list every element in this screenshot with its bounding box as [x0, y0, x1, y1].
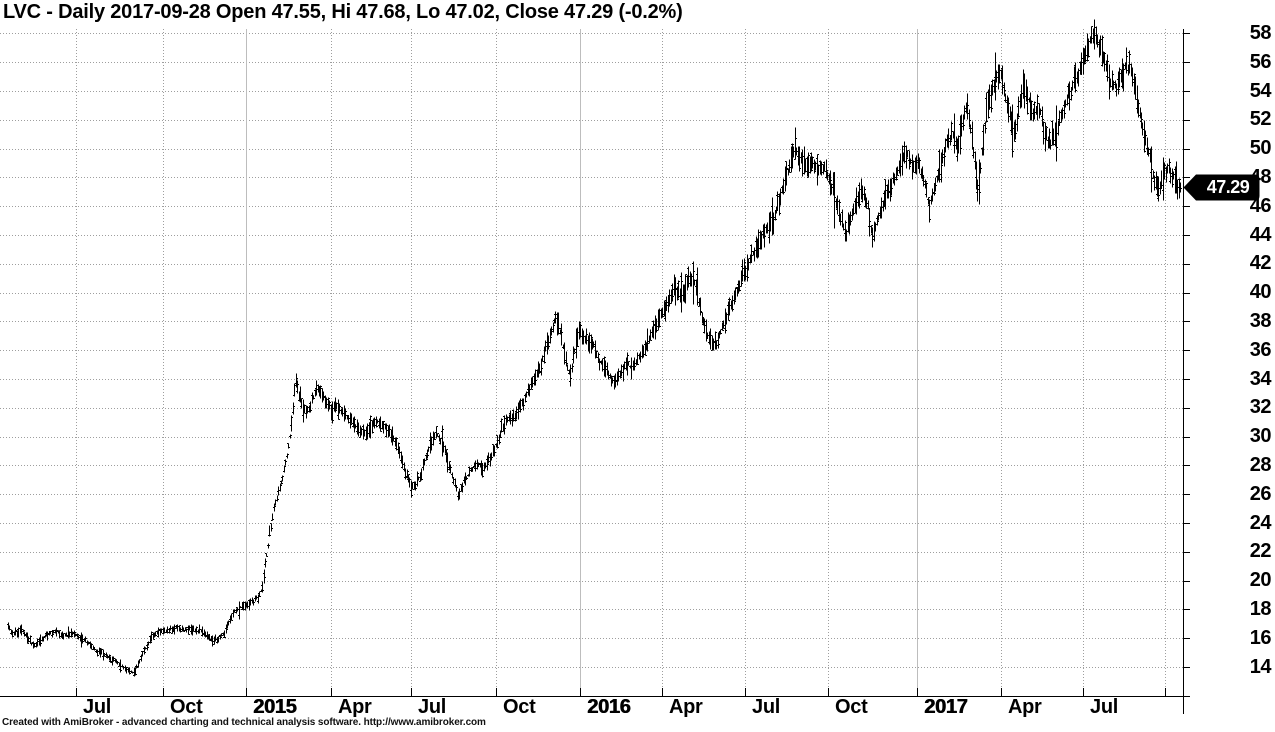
y-axis-label: 36 [1249, 338, 1272, 361]
y-axis-label: 42 [1249, 252, 1272, 275]
x-axis-label: 2016 [587, 696, 631, 718]
y-axis-label: 52 [1249, 108, 1272, 131]
y-axis-label: 54 [1249, 79, 1272, 102]
x-axis-label: Oct [503, 696, 536, 718]
x-axis-label: Apr [669, 696, 703, 718]
x-axis-label: 2017 [924, 696, 968, 718]
y-axis-label: 56 [1249, 50, 1272, 73]
y-axis-label: 24 [1249, 511, 1272, 534]
price-tag-arrow-icon [1183, 174, 1260, 201]
chart-title: LVC - Daily 2017-09-28 Open 47.55, Hi 47… [3, 1, 683, 23]
y-axis-label: 44 [1249, 223, 1272, 246]
y-axis-label: 38 [1249, 309, 1272, 332]
x-axis-label: Jul [83, 696, 111, 718]
x-axis-label: Jul [418, 696, 446, 718]
y-axis-label: 28 [1249, 453, 1272, 476]
y-axis-label: 20 [1249, 569, 1272, 592]
y-axis-label: 18 [1249, 597, 1272, 620]
x-axis-label: Apr [1008, 696, 1042, 718]
y-axis-label: 26 [1249, 482, 1272, 505]
y-axis-label: 30 [1249, 425, 1272, 448]
gridlines [0, 29, 1183, 696]
last-price-value: 47.29 [1206, 177, 1250, 198]
y-axis-label: 14 [1249, 655, 1272, 678]
y-axis-label: 22 [1249, 540, 1272, 563]
x-axis-label: Oct [835, 696, 868, 718]
y-axis-label: 34 [1249, 367, 1272, 390]
y-axis-label: 50 [1249, 137, 1272, 160]
x-axis-label: Oct [170, 696, 203, 718]
ohlc-bars [6, 19, 1183, 677]
axes [0, 29, 1190, 714]
y-axis-label: 40 [1249, 281, 1272, 304]
x-axis-label: 2015 [253, 696, 297, 718]
footer-credit: Created with AmiBroker - advanced charti… [2, 717, 486, 728]
x-axis-label: Apr [338, 696, 372, 718]
y-axis-label: 32 [1249, 396, 1272, 419]
x-axis-label: Jul [752, 696, 780, 718]
x-axis-label: Jul [1090, 696, 1118, 718]
y-axis-label: 58 [1249, 21, 1272, 44]
last-price-tag: 47.29 [1183, 174, 1265, 201]
y-axis-label: 16 [1249, 626, 1272, 649]
